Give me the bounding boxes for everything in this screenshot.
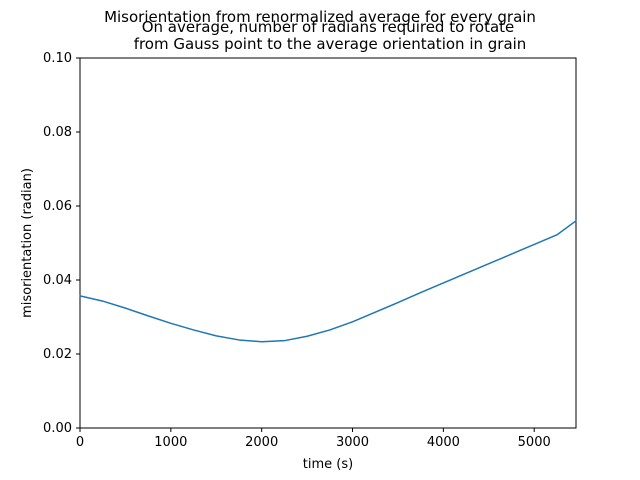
x-tick-label: 4000 — [427, 435, 460, 450]
chart-suptitle: Misorientation from renormalized average… — [104, 8, 536, 26]
y-axis-ticks: 0.00 0.02 0.04 0.06 0.08 0.10 — [43, 51, 80, 436]
x-tick-label: 1000 — [154, 435, 187, 450]
chart-title-line-1: On average, number of radians required t… — [142, 18, 515, 36]
x-tick-label: 3000 — [336, 435, 369, 450]
x-axis-label: time (s) — [303, 457, 353, 472]
y-tick-label: 0.00 — [43, 421, 72, 436]
y-tick-label: 0.08 — [43, 125, 72, 140]
y-tick-label: 0.04 — [43, 273, 72, 288]
series-group — [79, 220, 577, 343]
y-tick-label: 0.10 — [43, 51, 72, 66]
x-axis-ticks: 0 1000 2000 3000 4000 5000 — [76, 428, 551, 450]
plot-area — [79, 57, 577, 429]
y-tick-label: 0.06 — [43, 199, 72, 214]
y-axis-label: misorientation (radian) — [20, 168, 35, 318]
chart-title-line-2: from Gauss point to the average orientat… — [134, 35, 527, 53]
x-tick-label: 5000 — [518, 435, 551, 450]
series-line — [79, 220, 577, 343]
x-tick-label: 0 — [76, 435, 84, 450]
y-tick-label: 0.02 — [43, 347, 72, 362]
x-tick-label: 2000 — [245, 435, 278, 450]
